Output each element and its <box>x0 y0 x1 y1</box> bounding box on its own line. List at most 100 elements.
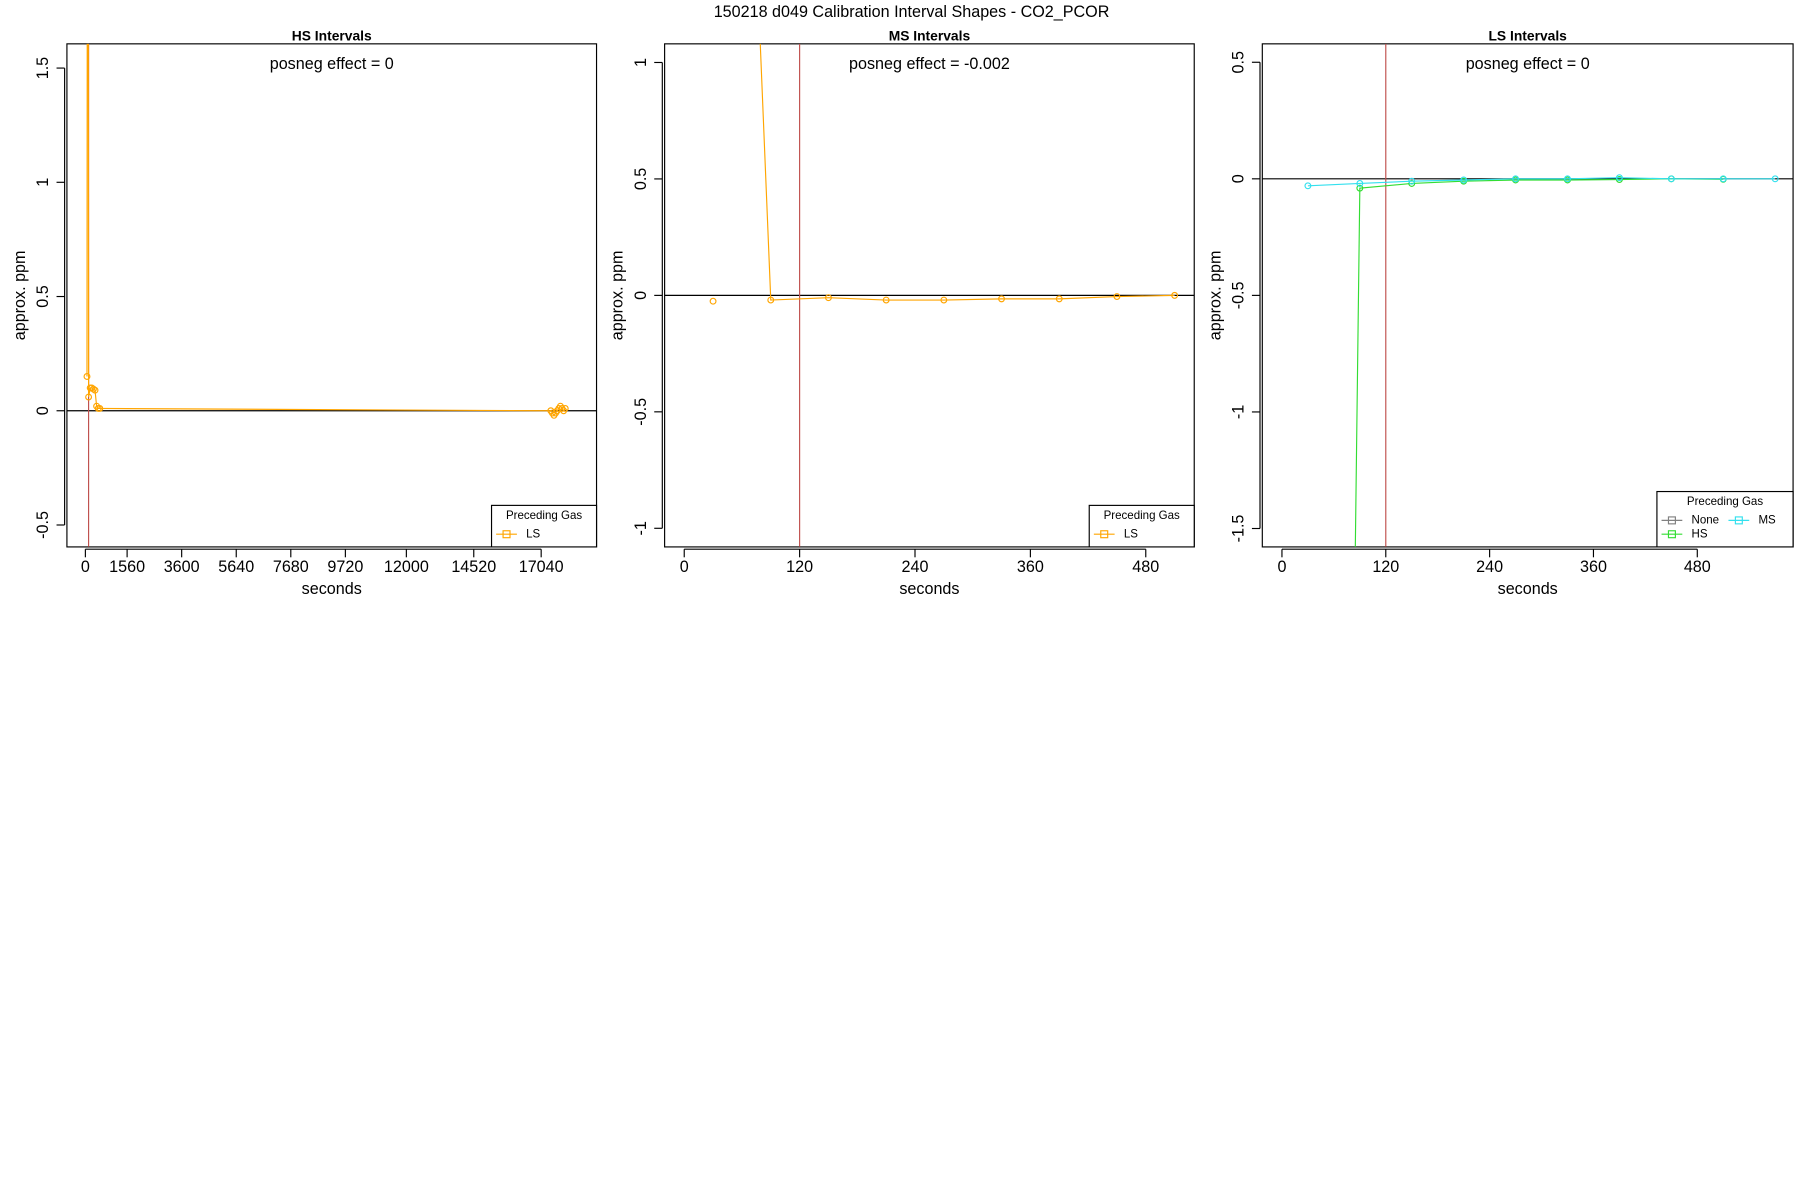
point <box>824 294 832 302</box>
panel-title: HS Intervals <box>292 28 372 44</box>
y-tick-label: -0.5 <box>34 511 52 539</box>
x-axis-label: seconds <box>302 580 362 598</box>
annotation: posneg effect = -0.002 <box>849 55 1010 73</box>
point <box>1356 180 1364 187</box>
y-axis-label: approx. ppm <box>1206 251 1224 341</box>
point <box>882 296 890 304</box>
point <box>1719 175 1727 183</box>
y-tick-label: 0 <box>34 406 52 415</box>
point <box>1348 875 1354 881</box>
figure-title: 150218 d049 Calibration Interval Shapes … <box>714 3 1110 21</box>
annotation: posneg effect = 0 <box>270 55 394 73</box>
plot-area <box>1262 43 1794 881</box>
x-tick-label: 9720 <box>327 558 363 576</box>
x-tick-label: 17040 <box>519 558 564 576</box>
y-tick-label: 1 <box>632 58 650 67</box>
point <box>1460 176 1468 184</box>
point <box>561 405 569 412</box>
point <box>1615 174 1623 182</box>
y-tick-label: 0.5 <box>1229 51 1247 73</box>
x-tick-label: 1560 <box>109 558 145 576</box>
x-tick-label: 120 <box>786 558 813 576</box>
series-line <box>1354 178 1724 547</box>
point <box>1304 182 1312 190</box>
plot-frame <box>66 43 598 548</box>
y-axis-label: approx. ppm <box>609 251 627 341</box>
legend: Preceding Gas LS <box>1088 504 1195 548</box>
x-tick-label: 14520 <box>451 558 496 576</box>
point <box>1771 175 1779 183</box>
y-tick-label: -0.5 <box>632 398 650 426</box>
series-line <box>1307 177 1776 187</box>
legend-label: LS <box>1124 528 1138 540</box>
legend: Preceding Gas LS <box>490 504 598 548</box>
point <box>96 405 104 412</box>
legend-title: Preceding Gas <box>506 510 582 522</box>
legend-label: None <box>1692 514 1720 526</box>
panel: LS Intervals posneg effect = 0 seconds appr… <box>1206 28 1794 881</box>
point <box>91 386 99 394</box>
x-tick-label: 480 <box>1132 558 1159 576</box>
y-tick-label: -1 <box>632 521 650 535</box>
legend-symbol <box>1100 530 1109 539</box>
point <box>1667 175 1675 183</box>
x-tick-label: 240 <box>902 558 929 576</box>
panel: MS Intervals posneg effect = -0.002 second… <box>609 28 1195 598</box>
annotation: posneg effect = 0 <box>1466 55 1590 73</box>
x-tick-label: 0 <box>81 558 90 576</box>
point <box>998 295 1005 303</box>
x-tick-label: 120 <box>1372 558 1399 576</box>
x-tick-label: 12000 <box>384 558 429 576</box>
point <box>89 385 97 393</box>
point <box>1113 293 1121 301</box>
x-tick-label: 360 <box>1580 558 1607 576</box>
point <box>1512 175 1520 183</box>
y-tick-label: -0.5 <box>1229 281 1247 309</box>
x-tick-label: 5640 <box>218 558 254 576</box>
legend-symbol <box>502 530 511 539</box>
point <box>709 297 717 305</box>
series-line <box>759 43 1175 301</box>
legend-label: HS <box>1692 528 1708 540</box>
plot-frame <box>1261 43 1794 548</box>
point <box>1408 177 1416 185</box>
x-tick-label: 3600 <box>164 558 200 576</box>
point <box>1171 291 1179 299</box>
legend-symbol <box>1734 516 1743 525</box>
x-axis-label: seconds <box>1498 580 1558 598</box>
legend-symbol <box>1667 530 1676 539</box>
y-tick-label: -1 <box>1229 405 1247 419</box>
y-tick-label: -1.5 <box>1229 515 1247 543</box>
y-tick-label: 0 <box>1229 174 1247 183</box>
y-tick-label: 1.5 <box>34 57 52 79</box>
legend-title: Preceding Gas <box>1104 510 1180 522</box>
legend-symbol <box>1667 516 1676 525</box>
point <box>940 296 948 304</box>
x-tick-label: 7680 <box>273 558 309 576</box>
plot-area <box>66 43 597 547</box>
x-tick-label: 0 <box>1277 558 1286 576</box>
x-tick-label: 240 <box>1476 558 1503 576</box>
legend-box <box>490 504 598 548</box>
legend-box <box>1656 490 1794 548</box>
legend-label: LS <box>526 528 540 540</box>
x-tick-label: 360 <box>1017 558 1044 576</box>
x-tick-label: 480 <box>1684 558 1711 576</box>
point <box>83 373 91 380</box>
panel-title: LS Intervals <box>1488 28 1567 44</box>
plot-area <box>664 43 1195 547</box>
legend-label: MS <box>1758 514 1776 526</box>
y-tick-label: 0 <box>632 291 650 300</box>
y-tick-label: 0.5 <box>632 168 650 190</box>
panel: HS Intervals posneg effect = 0 seconds appr… <box>11 28 598 598</box>
y-axis-label: approx. ppm <box>11 251 29 341</box>
y-tick-label: 0.5 <box>34 285 52 307</box>
legend: Preceding Gas None HS MS <box>1656 490 1794 548</box>
point <box>1055 295 1063 303</box>
y-tick-label: 1 <box>34 178 52 187</box>
point <box>1564 175 1571 183</box>
panel-title: MS Intervals <box>889 28 971 44</box>
point <box>767 296 775 304</box>
point <box>1356 184 1364 192</box>
